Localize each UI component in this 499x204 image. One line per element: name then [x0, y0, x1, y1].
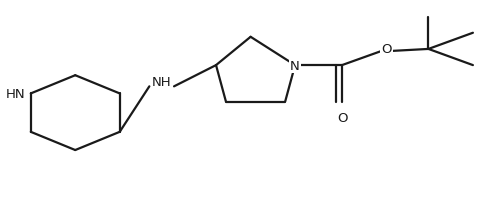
Text: O: O [381, 43, 392, 56]
Text: N: N [290, 59, 300, 72]
Text: NH: NH [152, 75, 172, 88]
Text: O: O [337, 112, 347, 125]
Text: HN: HN [6, 88, 26, 100]
